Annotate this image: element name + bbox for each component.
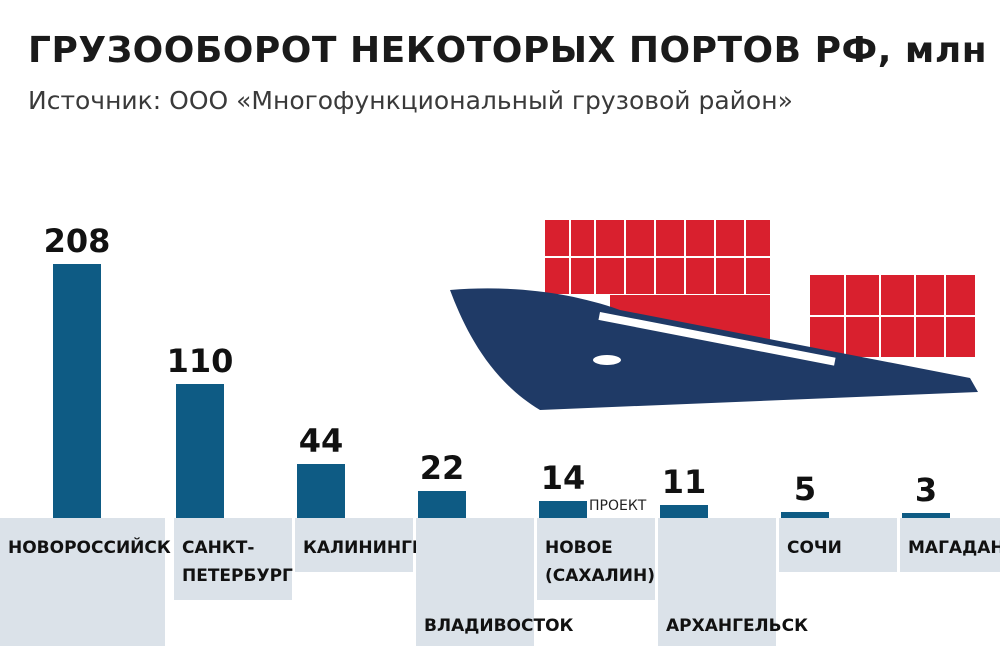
category-label: МАГАДАН — [908, 538, 1000, 558]
bar-value-label: 5 — [793, 469, 817, 508]
bar-value-label: 14 — [540, 458, 586, 497]
category-label: СОЧИ — [787, 538, 842, 558]
cargo-ship-icon — [450, 220, 978, 410]
category-label: НОВОРОССИЙСК — [8, 538, 171, 558]
bar — [418, 491, 466, 518]
bar-value-label: 22 — [419, 449, 465, 488]
bar-value-label: 208 — [43, 222, 111, 260]
bar-value-label: 44 — [298, 422, 344, 461]
category-label: САНКТ- ПЕТЕРБУРГ — [182, 538, 293, 586]
bar-value-label: 3 — [914, 471, 938, 509]
bar — [176, 383, 224, 518]
category-label-box — [779, 518, 897, 572]
bar — [781, 511, 829, 518]
category-label-box — [537, 518, 655, 600]
bar-value-label: 11 — [661, 462, 707, 501]
category-label-box — [0, 518, 165, 646]
category-label-box — [174, 518, 292, 600]
project-annotation: ПРОЕКТ — [587, 498, 649, 514]
chart-title: ГРУЗООБОРОТ НЕКОТОРЫХ ПОРТОВ РФ, млн т — [28, 30, 1000, 71]
bar — [539, 500, 587, 518]
category-label: АРХАНГЕЛЬСК — [666, 616, 809, 636]
category-label-box — [416, 518, 534, 646]
category-label-box — [658, 518, 776, 646]
category-label: КАЛИНИНГРАД — [303, 538, 453, 558]
chart-subtitle: Источник: ООО «Многофункциональный грузо… — [28, 86, 793, 115]
bar — [902, 513, 950, 518]
bar — [660, 504, 708, 518]
category-label: ВЛАДИВОСТОК — [424, 616, 574, 636]
category-label-box — [900, 518, 1000, 572]
category-label-box — [295, 518, 413, 572]
bar-value-label: 110 — [166, 341, 234, 380]
bar — [53, 264, 101, 518]
ship-hull — [450, 288, 978, 410]
bar — [297, 464, 345, 518]
category-label: НОВОЕ (САХАЛИН) — [545, 538, 656, 586]
